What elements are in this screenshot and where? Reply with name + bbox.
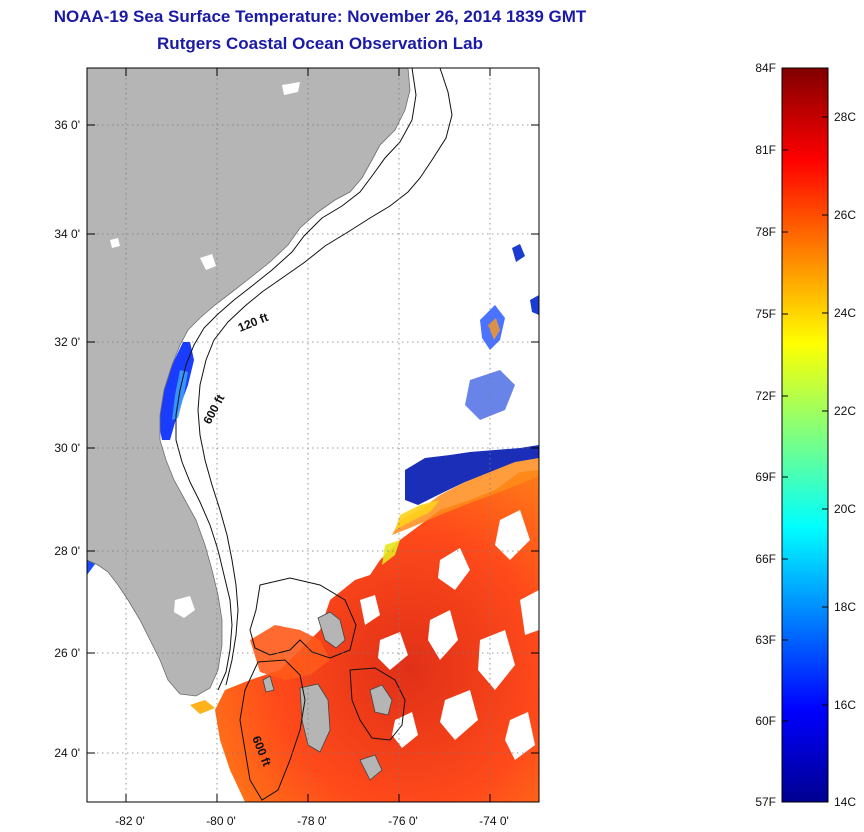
colorbar-c-label: 18C <box>834 600 856 614</box>
colorbar-f-label: 75F <box>755 307 776 321</box>
colorbar-f-label: 84F <box>755 61 776 75</box>
colorbar-fahrenheit-labels: 84F 81F 78F 75F 72F 69F 66F 63F 60F 57F <box>755 61 776 809</box>
lon-label-80: -80 0' <box>206 814 236 828</box>
cloud-mask <box>360 510 539 760</box>
colorbar-f-label: 81F <box>755 143 776 157</box>
lat-label-26: 26 0' <box>54 646 80 660</box>
sst-yellow-edge-2 <box>382 540 400 565</box>
contour-600ft <box>197 68 453 686</box>
temperature-colorbar <box>781 67 829 803</box>
sst-orange-band <box>392 450 539 535</box>
longitude-labels: -82 0' -80 0' -78 0' -76 0' -74 0' <box>115 814 509 828</box>
latitude-labels: 36 0' 34 0' 32 0' 30 0' 28 0' 26 0' 24 0… <box>54 118 80 760</box>
colorbar-c-label: 20C <box>834 502 856 516</box>
sst-cold-patch-offshore <box>405 445 539 505</box>
lon-label-76: -76 0' <box>388 814 418 828</box>
sst-cold-patch-shelf-cyan <box>172 370 188 420</box>
colorbar-f-label: 72F <box>755 389 776 403</box>
colorbar-f-label: 57F <box>755 795 776 809</box>
colorbar-c-label: 26C <box>834 208 856 222</box>
colorbar-c-label: 14C <box>834 795 856 809</box>
land-mass-lake <box>174 596 195 618</box>
contour-120ft <box>175 68 417 691</box>
lat-label-28: 28 0' <box>54 544 80 558</box>
sst-cold-speckle-ne <box>465 370 515 420</box>
colorbar-ticks <box>782 116 828 722</box>
sst-mixed-patch-north <box>488 318 500 340</box>
colorbar-c-label: 28C <box>834 110 856 124</box>
map-frame <box>86 67 540 803</box>
lat-label-32: 32 0' <box>54 335 80 349</box>
lat-label-36: 36 0' <box>54 118 80 132</box>
colorbar-c-label: 24C <box>834 306 856 320</box>
colorbar-f-label: 60F <box>755 714 776 728</box>
sst-cold-patch-ne-edge <box>512 244 539 315</box>
map-frame-ticks <box>87 68 539 802</box>
contour-bahamas <box>239 577 406 801</box>
land-mass-us <box>87 68 411 697</box>
lat-label-24: 24 0' <box>54 746 80 760</box>
lat-lon-grid <box>87 68 539 802</box>
map-subtitle: Rutgers Coastal Ocean Observation Lab <box>157 34 483 53</box>
lat-label-30: 30 0' <box>54 441 80 455</box>
bahamas-islands <box>262 611 393 781</box>
map-panel[interactable]: 120 ft 600 ft 600 ft <box>87 68 539 802</box>
sst-keys-patch <box>190 700 215 714</box>
land-lakes <box>110 82 300 270</box>
lon-label-74: -74 0' <box>479 814 509 828</box>
colorbar-f-label: 63F <box>755 633 776 647</box>
colorbar-celsius-labels: 28C 26C 24C 22C 20C 18C 16C 14C <box>834 110 856 809</box>
sst-bahamas-warm <box>250 625 330 680</box>
lon-label-82: -82 0' <box>115 814 145 828</box>
colorbar-c-label: 22C <box>834 404 856 418</box>
map-title: NOAA-19 Sea Surface Temperature: Novembe… <box>53 7 587 26</box>
sst-yellow-edge <box>395 500 440 530</box>
colorbar-f-label: 78F <box>755 225 776 239</box>
colorbar-c-label: 16C <box>834 698 856 712</box>
colorbar-f-label: 69F <box>755 470 776 484</box>
colorbar-f-label: 66F <box>755 552 776 566</box>
lat-label-34: 34 0' <box>54 227 80 241</box>
lon-label-78: -78 0' <box>297 814 327 828</box>
